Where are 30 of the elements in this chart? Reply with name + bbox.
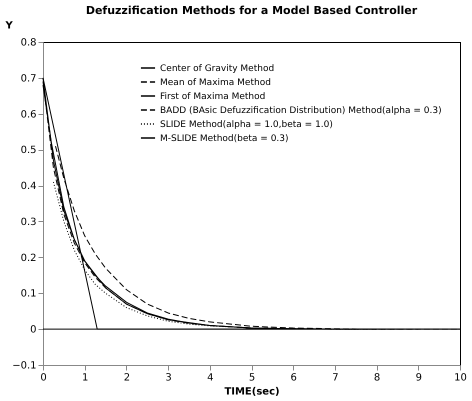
legend-label: Mean of Maxima Method bbox=[160, 78, 271, 88]
x-axis-title: TIME(sec) bbox=[224, 386, 280, 398]
y-axis-title: Y bbox=[4, 20, 14, 32]
y-tick-label: 0.1 bbox=[20, 288, 36, 300]
legend-label: BADD (BAsic Defuzzification Distribution) Method(alpha = 0.3) bbox=[160, 106, 442, 116]
legend-label: Center of Gravity Method bbox=[160, 64, 274, 74]
y-tick-label: 0 bbox=[30, 324, 36, 336]
x-tick-label: 3 bbox=[165, 372, 172, 384]
x-tick-label: 8 bbox=[374, 372, 380, 384]
x-tick-label: 4 bbox=[207, 372, 214, 384]
y-tick-label: 0.2 bbox=[20, 252, 36, 264]
x-tick-label: 9 bbox=[416, 372, 422, 384]
y-tick-label: 0.4 bbox=[20, 181, 36, 192]
chart-title: Defuzzification Methods for a Model Based Controller bbox=[86, 4, 418, 17]
x-tick-label: 0 bbox=[40, 372, 47, 384]
x-tick-label: 1 bbox=[82, 372, 88, 384]
y-tick-label: 0.6 bbox=[20, 109, 36, 120]
x-tick-label: 7 bbox=[332, 372, 339, 384]
legend-label: M-SLIDE Method(beta = 0.3) bbox=[160, 134, 289, 144]
x-tick-label: 2 bbox=[124, 372, 130, 384]
legend-label: First of Maxima Method bbox=[160, 92, 266, 102]
x-tick-label: 6 bbox=[290, 372, 297, 384]
y-tick-label: 0.5 bbox=[20, 145, 36, 156]
y-tick-label: 0.3 bbox=[20, 216, 36, 228]
y-tick-label: 0.7 bbox=[20, 73, 36, 84]
x-tick-label: 5 bbox=[248, 372, 256, 384]
y-tick-label: 0.8 bbox=[20, 38, 36, 48]
x-tick-label: 10 bbox=[454, 372, 467, 384]
y-tick-label: −0.1 bbox=[12, 360, 36, 372]
legend-label: SLIDE Method(alpha = 1.0,beta = 1.0) bbox=[160, 120, 333, 130]
